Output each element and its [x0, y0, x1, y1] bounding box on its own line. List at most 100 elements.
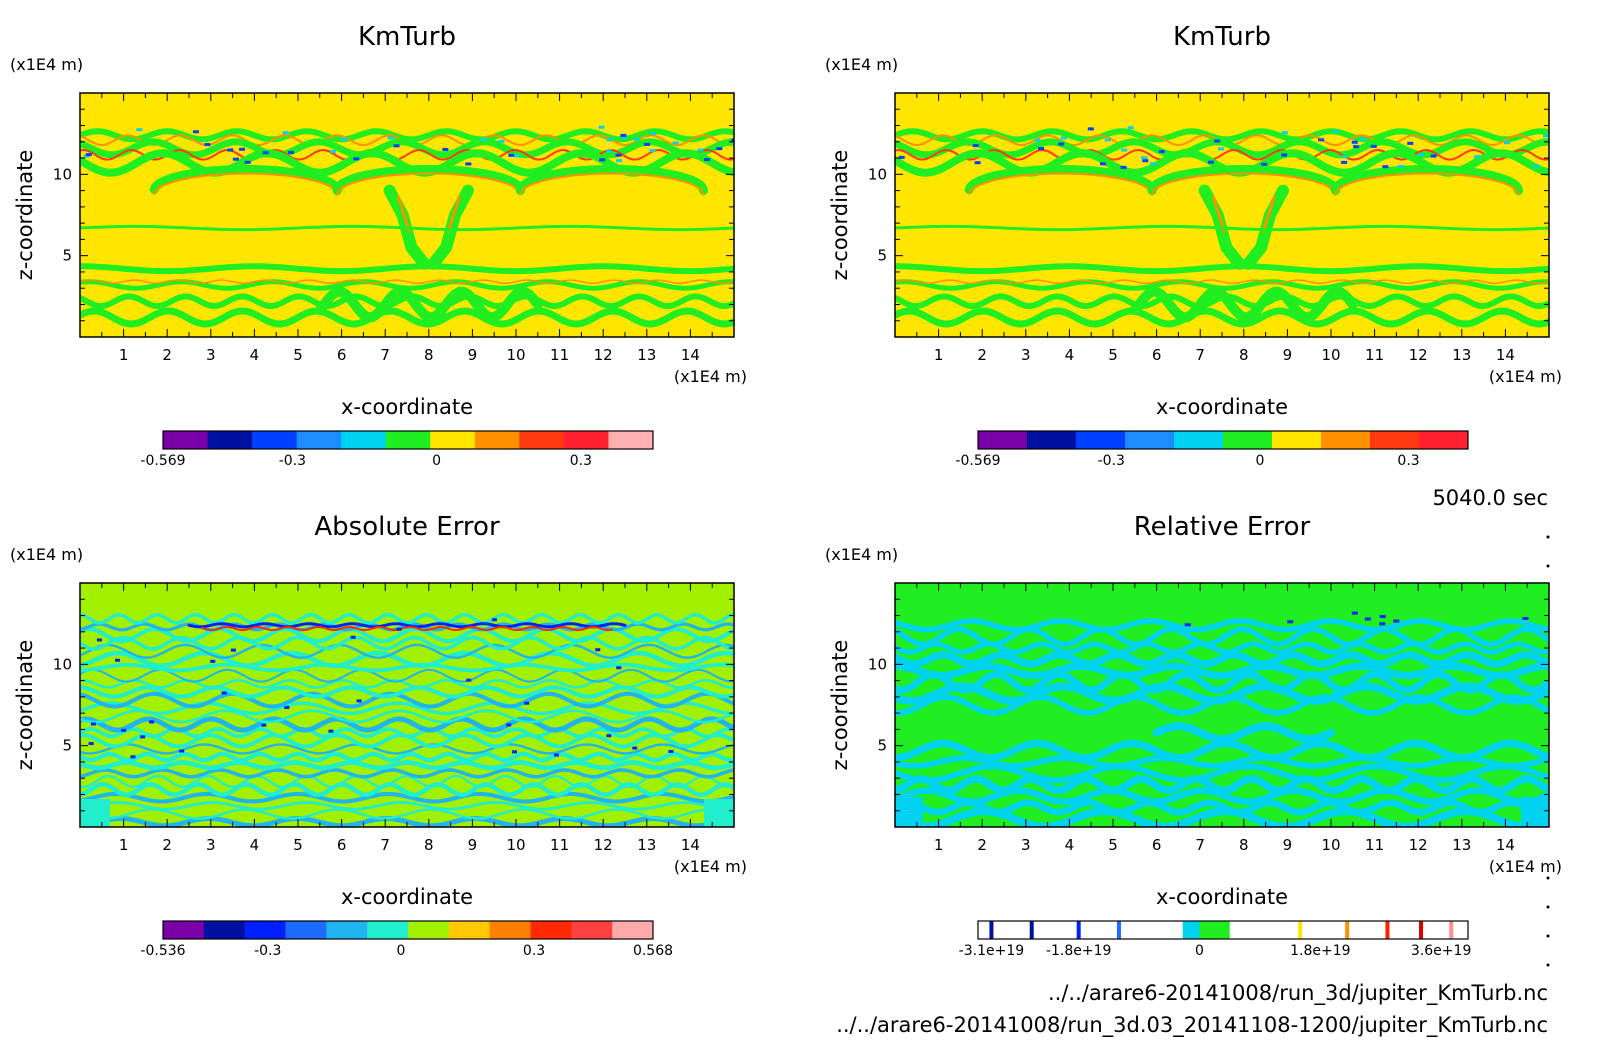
colorbar-tick-label: -0.3: [279, 453, 306, 469]
field-spot: [230, 648, 236, 652]
field-band: [80, 774, 734, 789]
chart-title: Relative Error: [1134, 512, 1311, 542]
y-tick-label: 5: [62, 247, 72, 265]
field-band: [80, 224, 734, 232]
x-axis-unit: (x1E4 m): [674, 857, 747, 876]
field-spot: [1038, 147, 1045, 151]
x-tick-label: 5: [293, 836, 303, 854]
field-spot: [284, 705, 290, 709]
x-tick-label: 11: [550, 346, 569, 364]
colorbar-tick-label: 0.568: [633, 943, 673, 959]
field-spot: [1100, 162, 1107, 166]
colorbar-swatch: [203, 921, 246, 939]
file-path-1: ../../arare6-20141008/run_3d/jupiter_KmT…: [1048, 981, 1548, 1006]
field-spot: [287, 150, 294, 154]
field-spot: [221, 691, 227, 695]
colorbar-swatch: [1029, 921, 1034, 939]
chart-panel-4: Relative Error(x1E4 m)1 2 3 4 5 6 7 8 9 10 11 12 13 1…: [825, 512, 1562, 959]
field-spot: [649, 149, 656, 153]
x-tick-label: 11: [1365, 836, 1384, 854]
field-spot: [1359, 137, 1366, 141]
field-spot: [508, 153, 515, 157]
field-spot: [606, 149, 613, 153]
colorbar: -0.569 -0.3 0 0.3: [955, 430, 1469, 469]
field-band: [336, 172, 522, 196]
colorbar-swatch: [989, 921, 994, 939]
field-band: [80, 716, 734, 733]
field-band: [895, 307, 1549, 328]
x-tick-label: 1: [934, 346, 944, 364]
x-tick-label: 11: [1365, 346, 1384, 364]
field-spot: [595, 648, 601, 652]
x-tick-label: 8: [1239, 346, 1249, 364]
field-spot: [1281, 131, 1288, 135]
colorbar-swatch: [1116, 921, 1121, 939]
colorbar-swatch: [489, 921, 531, 939]
colorbar-swatch: [430, 431, 476, 449]
y-axis-unit: (x1E4 m): [825, 55, 898, 74]
field-band: [80, 279, 734, 284]
field-spot: [1351, 140, 1358, 144]
field-spot: [1533, 164, 1540, 168]
field-spot: [1034, 138, 1041, 142]
field-band: [1152, 722, 1335, 744]
field-spot: [1087, 127, 1094, 131]
colorbar-tick-label: 3.6e+19: [1411, 943, 1471, 959]
field-spot: [1418, 153, 1425, 157]
x-axis-label: x-coordinate: [1156, 395, 1288, 419]
x-tick-label: 2: [162, 346, 172, 364]
field-spot: [616, 159, 623, 163]
field-band: [201, 626, 613, 632]
field-band: [153, 172, 339, 196]
colorbar-tick-label: -3.1e+19: [959, 943, 1024, 959]
field-spot: [262, 151, 269, 155]
x-tick-label: 8: [424, 836, 434, 854]
colorbar-swatch: [163, 921, 205, 939]
x-tick-label: 10: [1321, 346, 1340, 364]
y-tick-label: 10: [53, 165, 72, 183]
field-spot: [491, 618, 497, 622]
x-tick-label: 9: [1283, 836, 1293, 854]
field-spot: [649, 131, 656, 135]
x-tick-label: 4: [1065, 836, 1075, 854]
y-axis-unit: (x1E4 m): [10, 55, 83, 74]
y-axis-label: z-coordinate: [13, 150, 37, 281]
colorbar-swatch: [1370, 431, 1420, 449]
field-band: [80, 791, 734, 804]
x-tick-label: 4: [250, 836, 260, 854]
field-spot: [1379, 622, 1386, 626]
colorbar-swatch: [1182, 921, 1200, 939]
field-spot: [232, 157, 239, 161]
field-band: [80, 709, 734, 724]
field-band: [80, 760, 734, 771]
field-spot: [261, 723, 267, 727]
field-spot: [1318, 138, 1325, 142]
field-spot: [1364, 617, 1371, 621]
colorbar-tick-label: -0.536: [140, 943, 185, 959]
field-spot: [1120, 165, 1127, 169]
field-spot: [393, 144, 400, 148]
field-spot: [192, 130, 199, 134]
colorbar-swatch: [326, 921, 368, 939]
field-band: [80, 727, 734, 739]
field-spot: [282, 131, 289, 135]
colorbar-swatch: [1125, 431, 1175, 449]
x-tick-label: 11: [550, 836, 569, 854]
x-tick-label: 7: [380, 836, 390, 854]
x-tick-label: 3: [1021, 836, 1031, 854]
field-band: [1330, 165, 1523, 196]
colorbar-swatch: [1385, 921, 1390, 939]
colorbar-swatch: [285, 921, 327, 939]
x-tick-label: 13: [637, 346, 656, 364]
field-spot: [1104, 138, 1111, 142]
field-spot: [396, 627, 402, 631]
colorbar-swatch: [571, 921, 613, 939]
colorbar-swatch: [408, 921, 450, 939]
x-tick-label: 8: [1239, 836, 1249, 854]
x-axis-unit: (x1E4 m): [674, 367, 747, 386]
field-band: [80, 691, 734, 709]
field-spot: [149, 720, 155, 724]
x-tick-label: 13: [637, 836, 656, 854]
field-spot: [606, 734, 612, 738]
colorbar-tick-label: 1.8e+19: [1290, 943, 1350, 959]
